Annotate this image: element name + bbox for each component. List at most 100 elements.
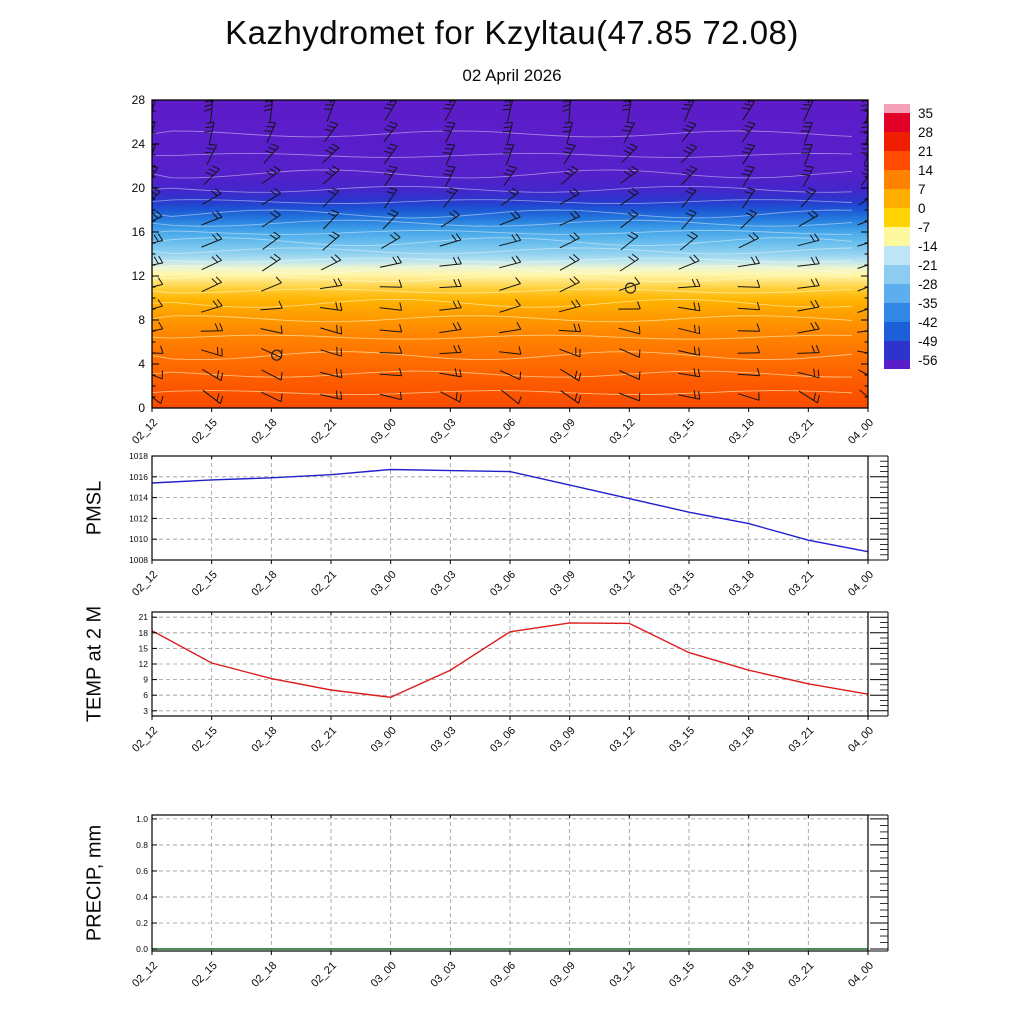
y-tick-label: 15 [139, 643, 149, 653]
colorbar-tick-label: -35 [918, 296, 938, 311]
x-tick-label: 03_15 [667, 960, 697, 990]
calm-circle [624, 282, 637, 294]
y-tick-label: 12 [132, 269, 146, 283]
y-tick-label: 4 [138, 357, 145, 371]
colorbar-segment [884, 227, 910, 246]
x-tick-label: 03_12 [607, 417, 637, 447]
x-tick-label: 02_18 [249, 569, 279, 599]
x-tick-label: 03_06 [488, 725, 518, 755]
x-tick-label: 03_03 [428, 725, 458, 755]
x-tick-label: 03_21 [786, 960, 816, 990]
x-tick-label: 03_15 [667, 417, 697, 447]
y-tick-label: 0.6 [136, 866, 148, 876]
x-tick-label: 02_21 [309, 417, 339, 447]
colorbar-tick-label: 7 [918, 182, 926, 197]
x-tick-label: 02_21 [309, 569, 339, 599]
x-tick-label: 04_00 [846, 725, 876, 755]
x-tick-label: 03_03 [428, 960, 458, 990]
x-tick-label: 02_18 [249, 960, 279, 990]
x-tick-label: 03_18 [727, 569, 757, 599]
colorbar-segment [884, 170, 910, 189]
x-tick-label: 03_18 [727, 417, 757, 447]
colorbar-segment [884, 341, 910, 360]
y-tick-label: 28 [132, 93, 146, 107]
x-tick-label: 03_12 [607, 960, 637, 990]
colorbar-segment [884, 246, 910, 265]
colorbar-segment [884, 189, 910, 208]
colorbar-tick-label: -42 [918, 315, 938, 330]
x-tick-label: 04_00 [846, 960, 876, 990]
y-tick-label: 3 [143, 706, 148, 716]
y-tick-label: 8 [138, 313, 145, 327]
x-tick-label: 03_09 [548, 725, 578, 755]
y-tick-label: 1010 [129, 534, 148, 544]
colorbar-tick-label: -21 [918, 258, 938, 273]
colorbar-tick-label: -56 [918, 353, 938, 368]
colorbar-segment [884, 104, 910, 113]
colorbar-segment [884, 208, 910, 227]
colorbar-tick-label: -7 [918, 220, 930, 235]
x-tick-label: 03_00 [369, 569, 399, 599]
y-tick-label: 6 [143, 690, 148, 700]
y-tick-label: 0 [138, 401, 145, 415]
x-tick-label: 02_21 [309, 725, 339, 755]
x-tick-label: 03_00 [369, 417, 399, 447]
colorbar-segment [884, 322, 910, 341]
colorbar-segment [884, 360, 910, 369]
x-tick-label: 03_21 [786, 417, 816, 447]
pmsl-chart: 1008 1010 1012 1014 1016 1018 02_12 02_15 02_18 0… [129, 451, 889, 599]
y-tick-label: 18 [139, 628, 149, 638]
x-tick-label: 02_15 [190, 960, 220, 990]
calm-circle [271, 349, 283, 361]
colorbar-segment [884, 303, 910, 322]
y-tick-label: 1016 [129, 472, 148, 482]
x-tick-label: 02_12 [130, 569, 160, 599]
y-tick-label: 1014 [129, 493, 148, 503]
y-tick-label: 1012 [129, 513, 148, 523]
temperature-field [152, 100, 868, 408]
page-title: Kazhydromet for Kzyltau(47.85 72.08) [225, 14, 799, 51]
page-subtitle: 02 April 2026 [462, 66, 562, 85]
x-tick-label: 04_00 [846, 417, 876, 447]
grid-layer [152, 815, 868, 951]
x-tick-label: 03_03 [428, 417, 458, 447]
x-tick-label: 02_18 [249, 725, 279, 755]
colorbar-tick-label: 0 [918, 201, 926, 216]
colorbar-tick-label: 14 [918, 163, 934, 178]
x-tick-label: 02_15 [190, 417, 220, 447]
grid-layer [152, 612, 868, 716]
colorbar-segment [884, 284, 910, 303]
colorbar-segment [884, 151, 910, 170]
temp-line [151, 622, 869, 699]
colorbar-segment [884, 132, 910, 151]
x-tick-label: 03_15 [667, 569, 697, 599]
x-tick-label: 02_15 [190, 725, 220, 755]
x-tick-label: 02_12 [130, 960, 160, 990]
x-tick-label: 02_12 [130, 725, 160, 755]
x-tick-label: 03_00 [369, 725, 399, 755]
x-tick-label: 04_00 [846, 569, 876, 599]
x-tick-label: 03_18 [727, 725, 757, 755]
x-tick-label: 03_18 [727, 960, 757, 990]
y-tick-label: 12 [139, 659, 149, 669]
x-tick-label: 03_12 [607, 725, 637, 755]
x-tick-label: 03_12 [607, 569, 637, 599]
y-tick-label: 20 [132, 181, 146, 195]
wind-barbs-layer [152, 100, 868, 405]
colorbar-tick-label: 35 [918, 106, 933, 121]
x-tick-label: 03_06 [488, 569, 518, 599]
x-tick-label: 03_09 [548, 569, 578, 599]
y-tick-label: 0.0 [136, 944, 148, 954]
colorbar-tick-label: -49 [918, 334, 938, 349]
colorbar-tick-label: -28 [918, 277, 938, 292]
y-tick-label: 9 [143, 675, 148, 685]
x-tick-label: 02_18 [249, 417, 279, 447]
y-tick-label: 1018 [129, 451, 148, 461]
x-tick-label: 02_21 [309, 960, 339, 990]
y-tick-label: 0.4 [136, 892, 148, 902]
colorbar-tick-label: 21 [918, 144, 933, 159]
colorbar-segment [884, 113, 910, 132]
cross-section-panel: 0 4 8 12 16 20 24 28 02_12 02_15 02_18 02_21 03_00 03… [130, 93, 876, 447]
